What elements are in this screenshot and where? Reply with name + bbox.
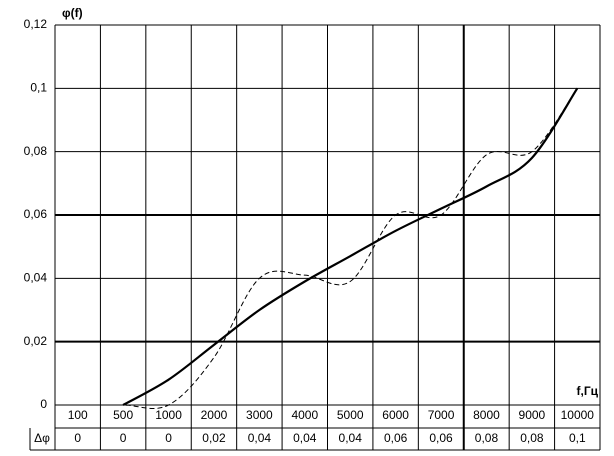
x-tick-label: 9000	[519, 408, 546, 422]
y-tick-label: 0	[40, 397, 47, 411]
x-tick-label: 3000	[246, 408, 273, 422]
y-tick-label: 0,04	[24, 271, 48, 285]
table-cell: 0,06	[384, 431, 408, 445]
table-cell: 0	[74, 431, 81, 445]
table-cell: 0	[165, 431, 172, 445]
x-tick-label: 500	[113, 408, 133, 422]
table-cell: 0	[120, 431, 127, 445]
table-row-label: Δφ	[34, 431, 50, 445]
y-tick-label: 0,12	[24, 17, 48, 31]
x-axis-label: f,Гц	[576, 384, 598, 398]
x-tick-label: 8000	[473, 408, 500, 422]
y-tick-label: 0,08	[24, 144, 48, 158]
series-line	[77, 88, 578, 409]
table-cell: 0,04	[248, 431, 272, 445]
x-tick-label: 10000	[561, 408, 595, 422]
y-tick-label: 0,06	[24, 207, 48, 221]
table-cell: 0,06	[429, 431, 453, 445]
x-tick-label: 1000	[155, 408, 182, 422]
table-cell: 0,02	[202, 431, 226, 445]
y-axis-label: φ(f)	[62, 6, 83, 20]
x-tick-label: 100	[68, 408, 88, 422]
x-tick-label: 2000	[201, 408, 228, 422]
y-tick-label: 0,1	[30, 81, 47, 95]
series-line	[122, 87, 579, 406]
x-tick-label: 5000	[337, 408, 364, 422]
table-cell: 0,04	[339, 431, 363, 445]
table-cell: 0,08	[475, 431, 499, 445]
x-tick-label: 4000	[291, 408, 318, 422]
x-tick-label: 6000	[382, 408, 409, 422]
x-tick-label: 7000	[428, 408, 455, 422]
table-cell: 0,04	[293, 431, 317, 445]
y-tick-label: 0,02	[24, 334, 48, 348]
table-cell: 0,1	[569, 431, 586, 445]
table-cell: 0,08	[520, 431, 544, 445]
